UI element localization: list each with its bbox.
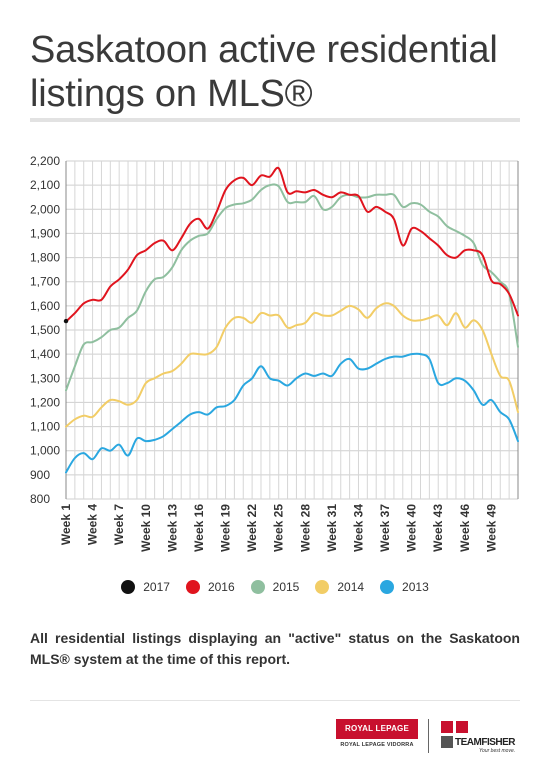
x-tick-label: Week 22 — [245, 504, 259, 552]
x-tick-label: Week 34 — [351, 504, 365, 552]
y-tick-label: 1,900 — [30, 226, 60, 240]
series-line-2014 — [65, 302, 519, 428]
footer-divider — [30, 700, 520, 701]
y-tick-label: 1,200 — [30, 395, 60, 409]
legend-swatch — [185, 580, 200, 594]
x-tick-label: Week 43 — [431, 504, 445, 552]
series-line-2016 — [65, 166, 519, 323]
x-tick-label: Week 19 — [219, 504, 233, 552]
legend-label: 2013 — [402, 580, 429, 594]
y-tick-label: 1,000 — [30, 444, 60, 458]
footnote: All residential listings displaying an "… — [30, 630, 520, 667]
teamfisher-square-icon — [456, 721, 468, 733]
legend-swatch — [250, 580, 265, 594]
y-tick-label: 2,200 — [30, 154, 60, 168]
chart-legend: 2017 2016 2015 2014 2013 — [0, 580, 550, 594]
x-tick-label: Week 13 — [165, 504, 179, 552]
series-line-2013 — [65, 352, 519, 474]
legend-label: 2014 — [337, 580, 365, 594]
y-tick-label: 1,600 — [30, 299, 60, 313]
legend-item-2013: 2013 — [380, 580, 429, 594]
royal-lepage-wordmark: ROYAL LEPAGE — [336, 719, 418, 739]
series-point-2017 — [63, 318, 69, 324]
x-tick-label: Week 28 — [298, 504, 312, 552]
y-tick-label: 800 — [30, 492, 50, 506]
royal-lepage-subtitle: ROYAL LEPAGE VIDORRA — [340, 742, 414, 748]
x-tick-label: Week 16 — [192, 504, 206, 552]
teamfisher-tagline: Your best move. — [479, 748, 516, 754]
x-tick-label: Week 4 — [86, 504, 100, 545]
legend-label: 2017 — [143, 580, 170, 594]
y-tick-label: 1,100 — [30, 420, 60, 434]
y-tick-label: 1,500 — [30, 323, 60, 337]
teamfisher-wordmark: TEAMFISHER — [455, 737, 516, 748]
x-tick-label: Week 37 — [378, 504, 392, 552]
royal-lepage-logo: ROYAL LEPAGE ROYAL LEPAGE VIDORRA — [336, 719, 418, 753]
logo-divider — [428, 719, 429, 753]
x-tick-label: Week 46 — [458, 504, 472, 552]
legend-item-2014: 2014 — [315, 580, 364, 594]
y-tick-label: 1,400 — [30, 347, 60, 361]
listings-line-chart: 800 900 1,000 1,100 1,200 1,300 1,400 1,500 1,60… — [30, 154, 519, 552]
legend-swatch — [380, 580, 395, 594]
series-line-2015 — [65, 183, 519, 392]
y-tick-label: 2,100 — [30, 178, 60, 192]
legend-label: 2015 — [272, 580, 300, 594]
legend-swatch — [121, 580, 136, 594]
legend-label: 2016 — [207, 580, 235, 594]
teamfisher-square-icon — [441, 736, 453, 748]
teamfisher-square-icon — [441, 721, 453, 733]
x-tick-label: Week 10 — [139, 504, 153, 552]
x-tick-label: Week 1 — [59, 504, 73, 545]
y-tick-label: 1,300 — [30, 371, 60, 385]
x-tick-label: Week 31 — [325, 504, 339, 552]
legend-item-2016: 2016 — [185, 580, 235, 594]
page-title: Saskatoon active residential listings on… — [30, 29, 498, 115]
title-divider — [30, 118, 520, 122]
legend-item-2015: 2015 — [250, 580, 300, 594]
y-tick-label: 1,700 — [30, 275, 60, 289]
x-tick-label: Week 25 — [272, 504, 286, 552]
legend-item-2017: 2017 — [121, 580, 170, 594]
legend-swatch — [315, 580, 330, 594]
x-tick-label: Week 7 — [112, 504, 126, 545]
y-tick-label: 900 — [30, 468, 50, 482]
x-tick-label: Week 40 — [405, 504, 419, 552]
y-tick-label: 1,800 — [30, 251, 60, 265]
teamfisher-logo: TEAMFISHER Your best move. — [439, 719, 521, 755]
y-tick-label: 2,000 — [30, 202, 60, 216]
x-tick-label: Week 49 — [484, 504, 498, 552]
